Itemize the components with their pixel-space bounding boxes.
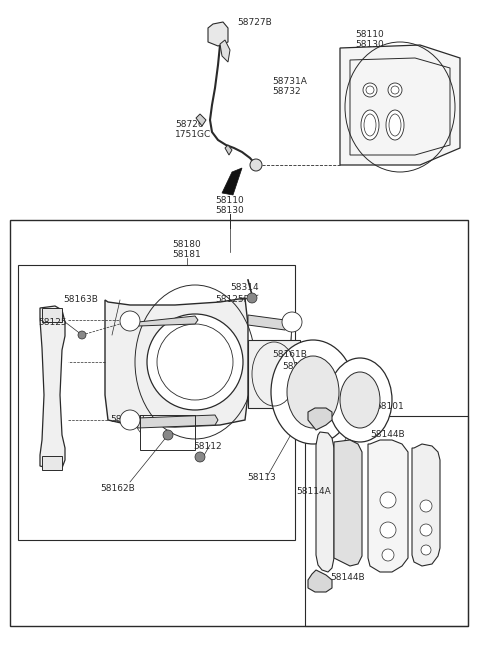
Circle shape [420, 524, 432, 536]
Text: 58130: 58130 [216, 206, 244, 215]
Text: 58125: 58125 [38, 318, 67, 327]
Polygon shape [40, 306, 65, 470]
Ellipse shape [340, 372, 380, 428]
Circle shape [363, 83, 377, 97]
Text: 58314: 58314 [230, 283, 259, 292]
Bar [140, 415, 195, 450]
Circle shape [282, 312, 302, 332]
Circle shape [380, 492, 396, 508]
Polygon shape [368, 440, 408, 572]
Text: 58164B: 58164B [282, 362, 317, 371]
Text: 58114A: 58114A [296, 487, 331, 496]
Circle shape [120, 311, 140, 331]
Text: 58110: 58110 [216, 196, 244, 205]
Polygon shape [135, 415, 218, 428]
Circle shape [250, 159, 262, 171]
Text: 58180: 58180 [173, 240, 202, 249]
Text: 58726: 58726 [175, 120, 204, 129]
Text: 58112: 58112 [193, 442, 222, 451]
Circle shape [163, 430, 173, 440]
Circle shape [388, 83, 402, 97]
Polygon shape [340, 45, 460, 165]
Polygon shape [105, 298, 248, 427]
Polygon shape [42, 456, 62, 470]
Text: 58125F: 58125F [215, 295, 249, 304]
Text: 58732: 58732 [272, 87, 300, 96]
Ellipse shape [287, 356, 339, 428]
Polygon shape [225, 145, 232, 155]
Polygon shape [412, 444, 440, 566]
Polygon shape [222, 168, 242, 195]
Ellipse shape [271, 340, 355, 444]
Bar [305, 416, 468, 626]
Text: 58181: 58181 [173, 250, 202, 259]
Polygon shape [135, 316, 198, 326]
Ellipse shape [386, 110, 404, 140]
Circle shape [420, 500, 432, 512]
Text: 58101: 58101 [376, 402, 404, 411]
Bar [10, 220, 468, 626]
Ellipse shape [361, 110, 379, 140]
Circle shape [120, 410, 140, 430]
Text: 1751GC: 1751GC [175, 130, 211, 139]
Ellipse shape [328, 358, 392, 442]
Text: 58144B: 58144B [330, 573, 365, 582]
Bar [248, 340, 300, 408]
Circle shape [147, 314, 243, 410]
Text: 58731A: 58731A [272, 77, 307, 86]
Text: 58727B: 58727B [237, 18, 272, 27]
Text: 58110: 58110 [355, 30, 384, 39]
Polygon shape [308, 570, 332, 592]
Circle shape [382, 549, 394, 561]
Polygon shape [334, 440, 362, 566]
Polygon shape [42, 308, 62, 322]
Text: 58163B: 58163B [63, 295, 98, 304]
Text: 58161B: 58161B [272, 350, 307, 359]
Text: 58144B: 58144B [370, 430, 405, 439]
Circle shape [195, 452, 205, 462]
Polygon shape [316, 432, 334, 572]
Circle shape [380, 522, 396, 538]
Text: 58164B: 58164B [110, 415, 145, 424]
Polygon shape [220, 40, 230, 62]
Text: 58113: 58113 [247, 473, 276, 482]
Polygon shape [248, 315, 290, 330]
Circle shape [247, 293, 257, 303]
Bar [18, 265, 295, 540]
Polygon shape [208, 22, 228, 46]
Polygon shape [308, 408, 332, 430]
Circle shape [421, 545, 431, 555]
Text: 58130: 58130 [355, 40, 384, 49]
Text: 58162B: 58162B [100, 484, 135, 493]
Polygon shape [196, 114, 206, 126]
Circle shape [78, 331, 86, 339]
